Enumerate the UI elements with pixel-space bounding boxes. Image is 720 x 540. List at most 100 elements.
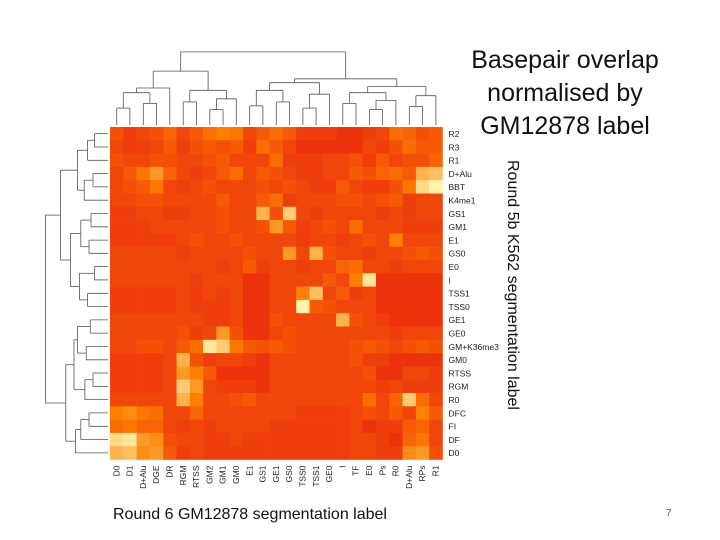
heatmap-cell xyxy=(216,153,230,168)
row-label: GM+K36me3 xyxy=(449,342,500,352)
heatmap-cell xyxy=(269,273,284,287)
heatmap-cell xyxy=(336,406,350,420)
heatmap-cell xyxy=(296,273,310,287)
heatmap-cell xyxy=(110,379,124,394)
y-axis-label: Round 5b K562 segmentation label xyxy=(504,160,521,410)
heatmap-cell xyxy=(296,446,310,460)
heatmap-cell xyxy=(322,299,337,314)
heatmap-cell xyxy=(110,180,124,194)
heatmap-cell xyxy=(269,127,284,141)
heatmap-cell xyxy=(123,419,137,434)
heatmap-cell xyxy=(336,339,350,354)
heatmap-cell xyxy=(415,273,430,287)
heatmap-cell xyxy=(229,193,244,208)
heatmap-cell xyxy=(110,326,124,341)
heatmap-cell xyxy=(349,339,363,354)
heatmap-cell xyxy=(415,366,430,380)
heatmap-cell xyxy=(362,166,377,181)
heatmap-cell xyxy=(163,246,177,261)
heatmap-cell xyxy=(110,153,124,168)
heatmap-cell xyxy=(402,406,417,420)
heatmap-cell xyxy=(176,379,191,394)
row-label: RTSS xyxy=(449,368,472,378)
heatmap-cell xyxy=(376,127,390,141)
heatmap-cell xyxy=(163,140,177,154)
heatmap-cell xyxy=(389,326,403,341)
heatmap-cell xyxy=(402,432,417,447)
row-label: GE1 xyxy=(449,315,466,325)
heatmap-cell xyxy=(149,393,164,407)
heatmap-cell xyxy=(282,140,297,154)
heatmap-cell xyxy=(189,193,204,208)
heatmap-cell xyxy=(216,260,230,274)
heatmap-cell xyxy=(229,366,244,380)
heatmap-cell xyxy=(203,379,217,394)
heatmap-cell xyxy=(349,140,363,154)
heatmap-cell xyxy=(229,286,244,301)
heatmap-cell xyxy=(203,273,217,287)
heatmap-cell xyxy=(389,339,403,354)
heatmap-cell xyxy=(322,246,337,261)
heatmap-cell xyxy=(376,393,390,407)
heatmap-cell xyxy=(136,339,151,354)
heatmap-cell xyxy=(163,432,177,447)
heatmap-cell xyxy=(282,127,297,141)
heatmap-cell xyxy=(243,353,257,367)
heatmap-cell xyxy=(229,220,244,234)
heatmap-cell xyxy=(163,233,177,247)
heatmap-cell xyxy=(123,406,137,420)
heatmap-cell xyxy=(415,379,430,394)
heatmap-cell xyxy=(336,153,350,168)
heatmap-cell xyxy=(429,286,443,301)
heatmap-cell xyxy=(149,326,164,341)
heatmap-cell xyxy=(336,180,350,194)
heatmap-cell xyxy=(256,246,270,261)
column-label: R1 xyxy=(431,465,441,476)
heatmap-cell xyxy=(189,313,204,327)
heatmap-cell xyxy=(282,366,297,380)
heatmap-cell xyxy=(296,180,310,194)
heatmap-cell xyxy=(389,446,403,460)
heatmap-cell xyxy=(309,246,324,261)
heatmap-cell xyxy=(176,446,191,460)
heatmap-cell xyxy=(309,432,324,447)
heatmap-cell xyxy=(229,166,244,181)
heatmap-cell xyxy=(336,127,350,141)
heatmap-cell xyxy=(149,273,164,287)
heatmap-cell xyxy=(136,419,151,434)
heatmap-cell xyxy=(256,406,270,420)
heatmap-cell xyxy=(149,406,164,420)
heatmap-cell xyxy=(149,233,164,247)
heatmap-cell xyxy=(282,446,297,460)
heatmap-cell xyxy=(229,353,244,367)
heatmap-cell xyxy=(189,273,204,287)
heatmap-cell xyxy=(269,353,284,367)
heatmap-cell xyxy=(309,286,324,301)
heatmap-cell xyxy=(389,432,403,447)
heatmap-cell xyxy=(176,233,191,247)
column-label: GS0 xyxy=(284,465,294,482)
heatmap-cell xyxy=(110,419,124,434)
heatmap-cell xyxy=(189,432,204,447)
row-label: R2 xyxy=(449,129,460,139)
heatmap-cell xyxy=(376,273,390,287)
heatmap-cell xyxy=(216,379,230,394)
heatmap-cell xyxy=(256,233,270,247)
heatmap-cell xyxy=(123,166,137,181)
heatmap-cell xyxy=(123,432,137,447)
heatmap-cell xyxy=(136,366,151,380)
column-label: DGE xyxy=(151,465,161,484)
heatmap-cell xyxy=(163,220,177,234)
heatmap-cell xyxy=(402,286,417,301)
heatmap-cell xyxy=(282,353,297,367)
heatmap-cell xyxy=(243,246,257,261)
heatmap-cell xyxy=(136,432,151,447)
heatmap-cell xyxy=(189,379,204,394)
heatmap-cell xyxy=(322,273,337,287)
heatmap-cell xyxy=(402,273,417,287)
heatmap-cell xyxy=(149,260,164,274)
heatmap-cell xyxy=(149,419,164,434)
heatmap-cell xyxy=(176,127,191,141)
heatmap-cell xyxy=(429,393,443,407)
